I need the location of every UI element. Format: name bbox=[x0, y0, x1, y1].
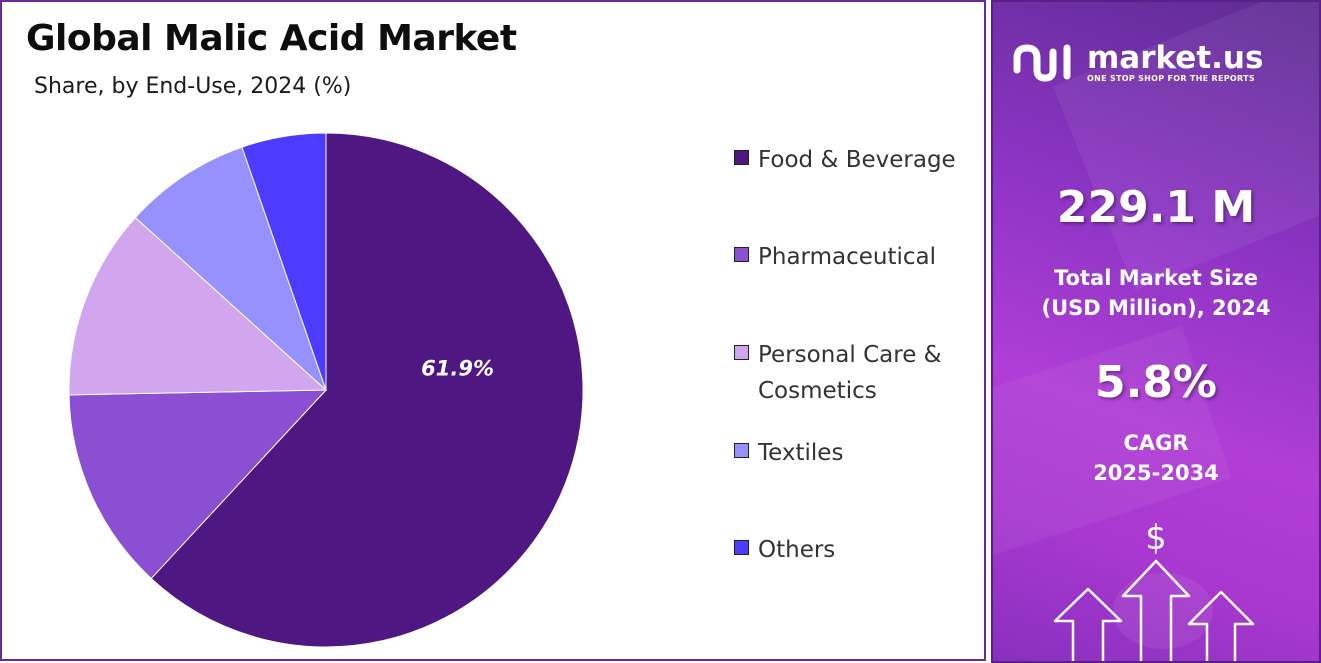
chart-title: Global Malic Acid Market bbox=[26, 18, 517, 59]
legend-label: Food & Beverage bbox=[758, 147, 956, 173]
legend-label: Others bbox=[758, 537, 836, 563]
legend-swatch bbox=[734, 540, 749, 555]
cagr-label-line1: CAGR bbox=[1123, 431, 1189, 455]
dollar-icon: $ bbox=[1145, 518, 1167, 558]
chart-panel: Global Malic Acid Market Share, by End-U… bbox=[0, 0, 986, 661]
legend-label: Pharmaceutical bbox=[758, 244, 937, 270]
brand: market.us ONE STOP SHOP FOR THE REPORTS bbox=[1013, 40, 1263, 84]
pie-slice-pharmaceutical bbox=[68, 389, 328, 580]
legend-item: Personal Care & Cosmetics bbox=[734, 337, 968, 409]
legend-item: Food & Beverage bbox=[734, 142, 968, 178]
brand-text: market.us ONE STOP SHOP FOR THE REPORTS bbox=[1087, 42, 1263, 83]
pie-slice-food-beverage bbox=[150, 132, 584, 648]
legend-item: Pharmaceutical bbox=[734, 239, 968, 275]
chart-subtitle: Share, by End-Use, 2024 (%) bbox=[34, 74, 352, 99]
brand-name: market.us bbox=[1087, 39, 1264, 76]
legend-label: Textiles bbox=[758, 440, 844, 466]
growth-arrows-icon: $ bbox=[1053, 518, 1255, 661]
pie-slice-textiles bbox=[134, 146, 327, 391]
cagr-label-line2: 2025-2034 bbox=[1093, 461, 1219, 485]
market-size-value: 229.1 M bbox=[1056, 182, 1256, 233]
pie-chart: 61.9% bbox=[68, 132, 584, 648]
cagr-value: 5.8% bbox=[1094, 357, 1218, 408]
pie-data-label: 61.9% bbox=[421, 357, 494, 381]
summary-panel: market.us ONE STOP SHOP FOR THE REPORTS … bbox=[991, 0, 1321, 663]
pie-slice-others bbox=[241, 132, 327, 391]
legend-item: Textiles bbox=[734, 435, 968, 471]
legend-swatch bbox=[734, 443, 749, 458]
market-us-logo-icon bbox=[1013, 40, 1077, 84]
legend-swatch bbox=[734, 345, 749, 360]
legend-label: Personal Care & Cosmetics bbox=[758, 342, 942, 404]
pie-slice-personal-care-cosmetics bbox=[68, 216, 328, 396]
legend-item: Others bbox=[734, 532, 968, 568]
legend-swatch bbox=[734, 150, 749, 165]
brand-tagline: ONE STOP SHOP FOR THE REPORTS bbox=[1087, 73, 1255, 83]
legend-swatch bbox=[734, 247, 749, 262]
market-size-label-line2: (USD Million), 2024 bbox=[1041, 296, 1271, 320]
market-size-label-line1: Total Market Size bbox=[1054, 266, 1258, 290]
